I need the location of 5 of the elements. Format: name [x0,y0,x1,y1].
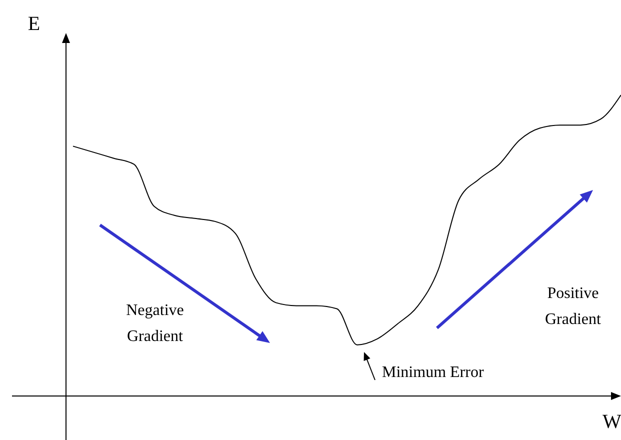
y-axis-title: E [28,13,40,35]
x-axis-title: W [602,411,621,433]
annotation: Positive Gradient [545,285,602,328]
annotation: Minimum Error [382,364,484,381]
annotation: Negative Gradient [126,302,184,345]
